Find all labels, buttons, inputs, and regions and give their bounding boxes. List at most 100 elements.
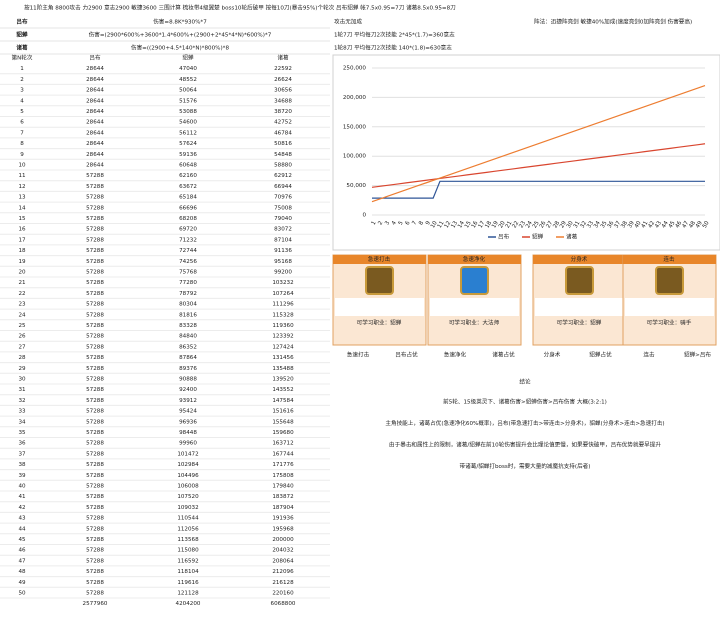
table-cell: 106008	[177, 484, 199, 490]
x-tick-label: 26	[539, 220, 548, 230]
table-cell: 119360	[272, 323, 294, 329]
table-cell: 49	[18, 580, 26, 586]
table-cell: 112056	[177, 526, 199, 532]
table-cell: 75768	[179, 270, 197, 276]
table-cell: 57288	[86, 216, 104, 222]
table-cell: 104496	[177, 473, 199, 479]
table-cell: 66944	[274, 184, 292, 190]
table-cell: 175808	[272, 473, 294, 479]
formula: 伤害=((2900+4.5*140*N)*800%)*8	[131, 44, 229, 52]
table-cell: 47	[18, 558, 26, 564]
table-cell: 62160	[179, 173, 197, 179]
table-cell: 57288	[86, 237, 104, 243]
table-cell: 57288	[86, 526, 104, 532]
table-cell: 57288	[86, 387, 104, 393]
table-cell: 57288	[86, 398, 104, 404]
table-header: 诸葛	[277, 54, 289, 62]
table-cell: 28644	[86, 98, 104, 104]
table-cell: 42752	[274, 120, 292, 126]
table-cell: 57288	[86, 173, 104, 179]
table-cell: 147584	[272, 398, 294, 404]
desc-box	[335, 298, 424, 316]
desc-box	[430, 298, 519, 316]
table-cell: 57288	[86, 419, 104, 425]
legend-label: 吕布	[498, 233, 510, 241]
table-cell: 8	[20, 141, 24, 147]
x-tick-label: 22	[512, 220, 521, 229]
chart-frame	[332, 54, 720, 251]
table-cell: 44	[18, 526, 26, 532]
table-cell: 57288	[86, 248, 104, 254]
table-cell: 57288	[86, 473, 104, 479]
table-cell: 57288	[86, 291, 104, 297]
table-cell: 32	[18, 398, 25, 404]
table-cell: 204032	[272, 548, 293, 554]
table-cell: 83072	[274, 227, 292, 233]
table-cell: 57288	[86, 558, 104, 564]
table-cell: 99200	[274, 270, 292, 276]
table-cell: 84840	[179, 334, 197, 340]
card-banner	[428, 255, 521, 264]
table-cell: 92400	[179, 387, 197, 393]
table-cell: 40	[18, 484, 26, 490]
table-cell: 123392	[272, 334, 293, 340]
table-cell: 5	[20, 109, 24, 115]
x-tick-label: 48	[688, 220, 697, 230]
table-cell: 216128	[272, 580, 294, 586]
x-tick-label: 16	[471, 220, 480, 230]
table-cell: 31	[18, 387, 26, 393]
x-tick-label: 4	[391, 220, 398, 226]
table-cell: 57288	[86, 366, 104, 372]
table-cell: 54600	[179, 120, 197, 126]
legend-label: 诸葛	[566, 233, 578, 241]
legend-label: 貂蝉	[532, 233, 544, 241]
card-banner	[333, 255, 426, 264]
table-cell: 57288	[86, 569, 104, 575]
x-tick-label: 46	[675, 220, 684, 230]
table-cell: 35	[18, 430, 26, 436]
x-tick-label: 27	[546, 220, 555, 230]
table-cell: 47040	[179, 66, 197, 72]
table-cell: 43	[18, 516, 26, 522]
table-cell: 34688	[274, 98, 292, 104]
table-total: 6068800	[271, 601, 296, 607]
table-cell: 115328	[272, 312, 294, 318]
table-cell: 96936	[179, 419, 197, 425]
skill-title: 急速打击	[368, 255, 391, 263]
table-cell: 46784	[274, 130, 292, 136]
table-cell: 200000	[272, 537, 294, 543]
skill-job: 可学习职业：貂蝉	[557, 319, 602, 327]
table-cell: 22592	[274, 66, 292, 72]
series-line	[372, 180, 705, 199]
table-header: 第N轮次	[12, 54, 33, 62]
table-cell: 42	[18, 505, 25, 511]
x-tick-label: 20	[498, 220, 507, 230]
skill-label: 急速净化	[444, 351, 467, 359]
table-cell: 45	[18, 537, 26, 543]
table-cell: 87864	[179, 355, 197, 361]
skill-icon	[365, 266, 394, 295]
x-tick-label: 50	[702, 220, 711, 230]
table-cell: 30	[18, 377, 26, 383]
table-cell: 57288	[86, 312, 104, 318]
table-cell: 22	[18, 291, 25, 297]
table-total: 2577960	[83, 601, 108, 607]
table-cell: 102984	[177, 462, 199, 468]
header-line: 攻击无加成	[334, 18, 362, 26]
skill-icon	[655, 266, 684, 295]
x-tick-label: 18	[484, 220, 493, 230]
table-cell: 60648	[179, 163, 197, 169]
x-tick-label: 42	[648, 220, 657, 229]
formula: 伤害=(2900*600%+3600*1.4*600%+(2900+2*45*4…	[89, 31, 272, 39]
x-tick-label: 23	[518, 220, 527, 230]
y-tick-label: 200,000	[343, 95, 367, 101]
formula-name: 貂蝉	[16, 31, 28, 39]
table-cell: 26624	[274, 77, 292, 83]
table-cell: 171776	[272, 462, 294, 468]
table-cell: 115080	[177, 548, 199, 554]
table-cell: 58880	[274, 163, 292, 169]
x-tick-label: 28	[552, 220, 561, 230]
x-tick-label: 34	[593, 220, 602, 230]
x-tick-label: 10	[430, 220, 439, 230]
table-cell: 83328	[179, 323, 197, 329]
